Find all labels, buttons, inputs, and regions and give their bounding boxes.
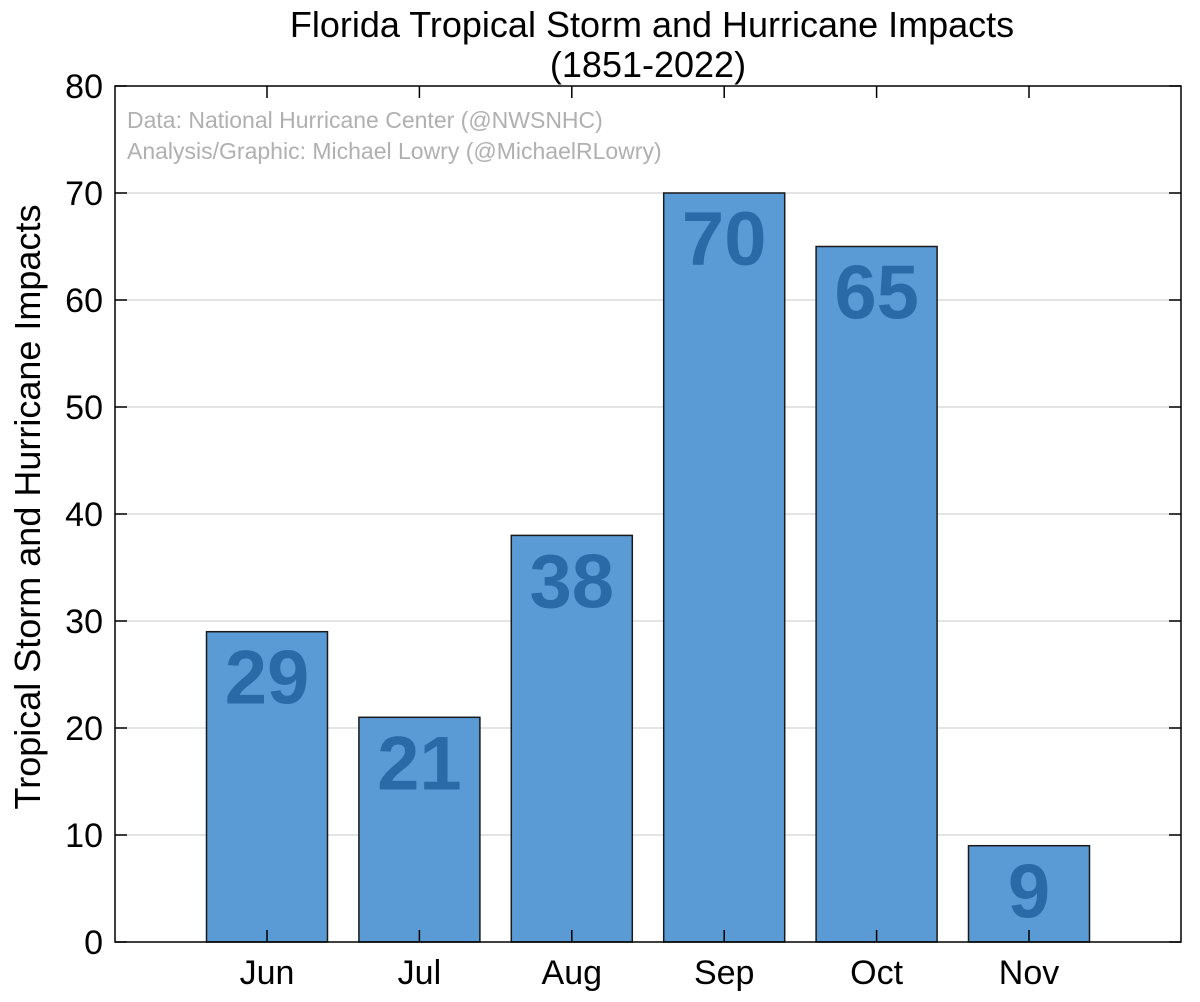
bar-value-label: 70 xyxy=(682,197,767,282)
y-tick-label: 50 xyxy=(65,389,103,427)
chart-subtitle: (1851-2022) xyxy=(550,44,746,85)
y-tick-label: 30 xyxy=(65,603,103,641)
x-tick-label: Nov xyxy=(999,954,1059,992)
bar-aug xyxy=(510,534,634,943)
y-tick-label: 0 xyxy=(84,924,103,962)
x-tick-label: Jun xyxy=(240,954,295,992)
x-tick-label: Jul xyxy=(398,954,441,992)
y-tick-label: 10 xyxy=(65,817,103,855)
x-tick-label: Sep xyxy=(694,954,755,992)
bar-value-label: 29 xyxy=(225,636,310,721)
bar-value-label: 21 xyxy=(377,721,462,806)
bar-value-label: 38 xyxy=(530,539,615,624)
credit-data-source: Data: National Hurricane Center (@NWSNHC… xyxy=(127,107,603,133)
chart-title: Florida Tropical Storm and Hurricane Imp… xyxy=(290,4,1014,45)
y-tick-labels: 0 10 20 30 40 50 60 70 80 xyxy=(65,68,103,962)
y-tick-label: 20 xyxy=(65,710,103,748)
x-tick-label: Aug xyxy=(542,954,603,992)
bar-jul xyxy=(358,716,481,943)
y-axis-label: Tropical Storm and Hurricane Impacts xyxy=(7,205,48,810)
credit-analysis: Analysis/Graphic: Michael Lowry (@Michae… xyxy=(127,138,662,164)
y-tick-label: 80 xyxy=(65,68,103,106)
y-tick-label: 70 xyxy=(65,175,103,213)
bar-nov xyxy=(967,844,1091,943)
bars: 29 21 38 70 65 9 xyxy=(205,192,1091,943)
bar-sep xyxy=(662,192,786,943)
x-tick-labels: Jun Jul Aug Sep Oct Nov xyxy=(240,954,1060,992)
bar-oct xyxy=(815,245,938,943)
axis-ticks xyxy=(115,85,1181,943)
y-tick-label: 40 xyxy=(65,496,103,534)
bar-value-label: 9 xyxy=(1008,850,1050,935)
bar-value-label: 65 xyxy=(834,251,919,336)
x-tick-label: Oct xyxy=(850,954,903,992)
y-tick-label: 60 xyxy=(65,282,103,320)
